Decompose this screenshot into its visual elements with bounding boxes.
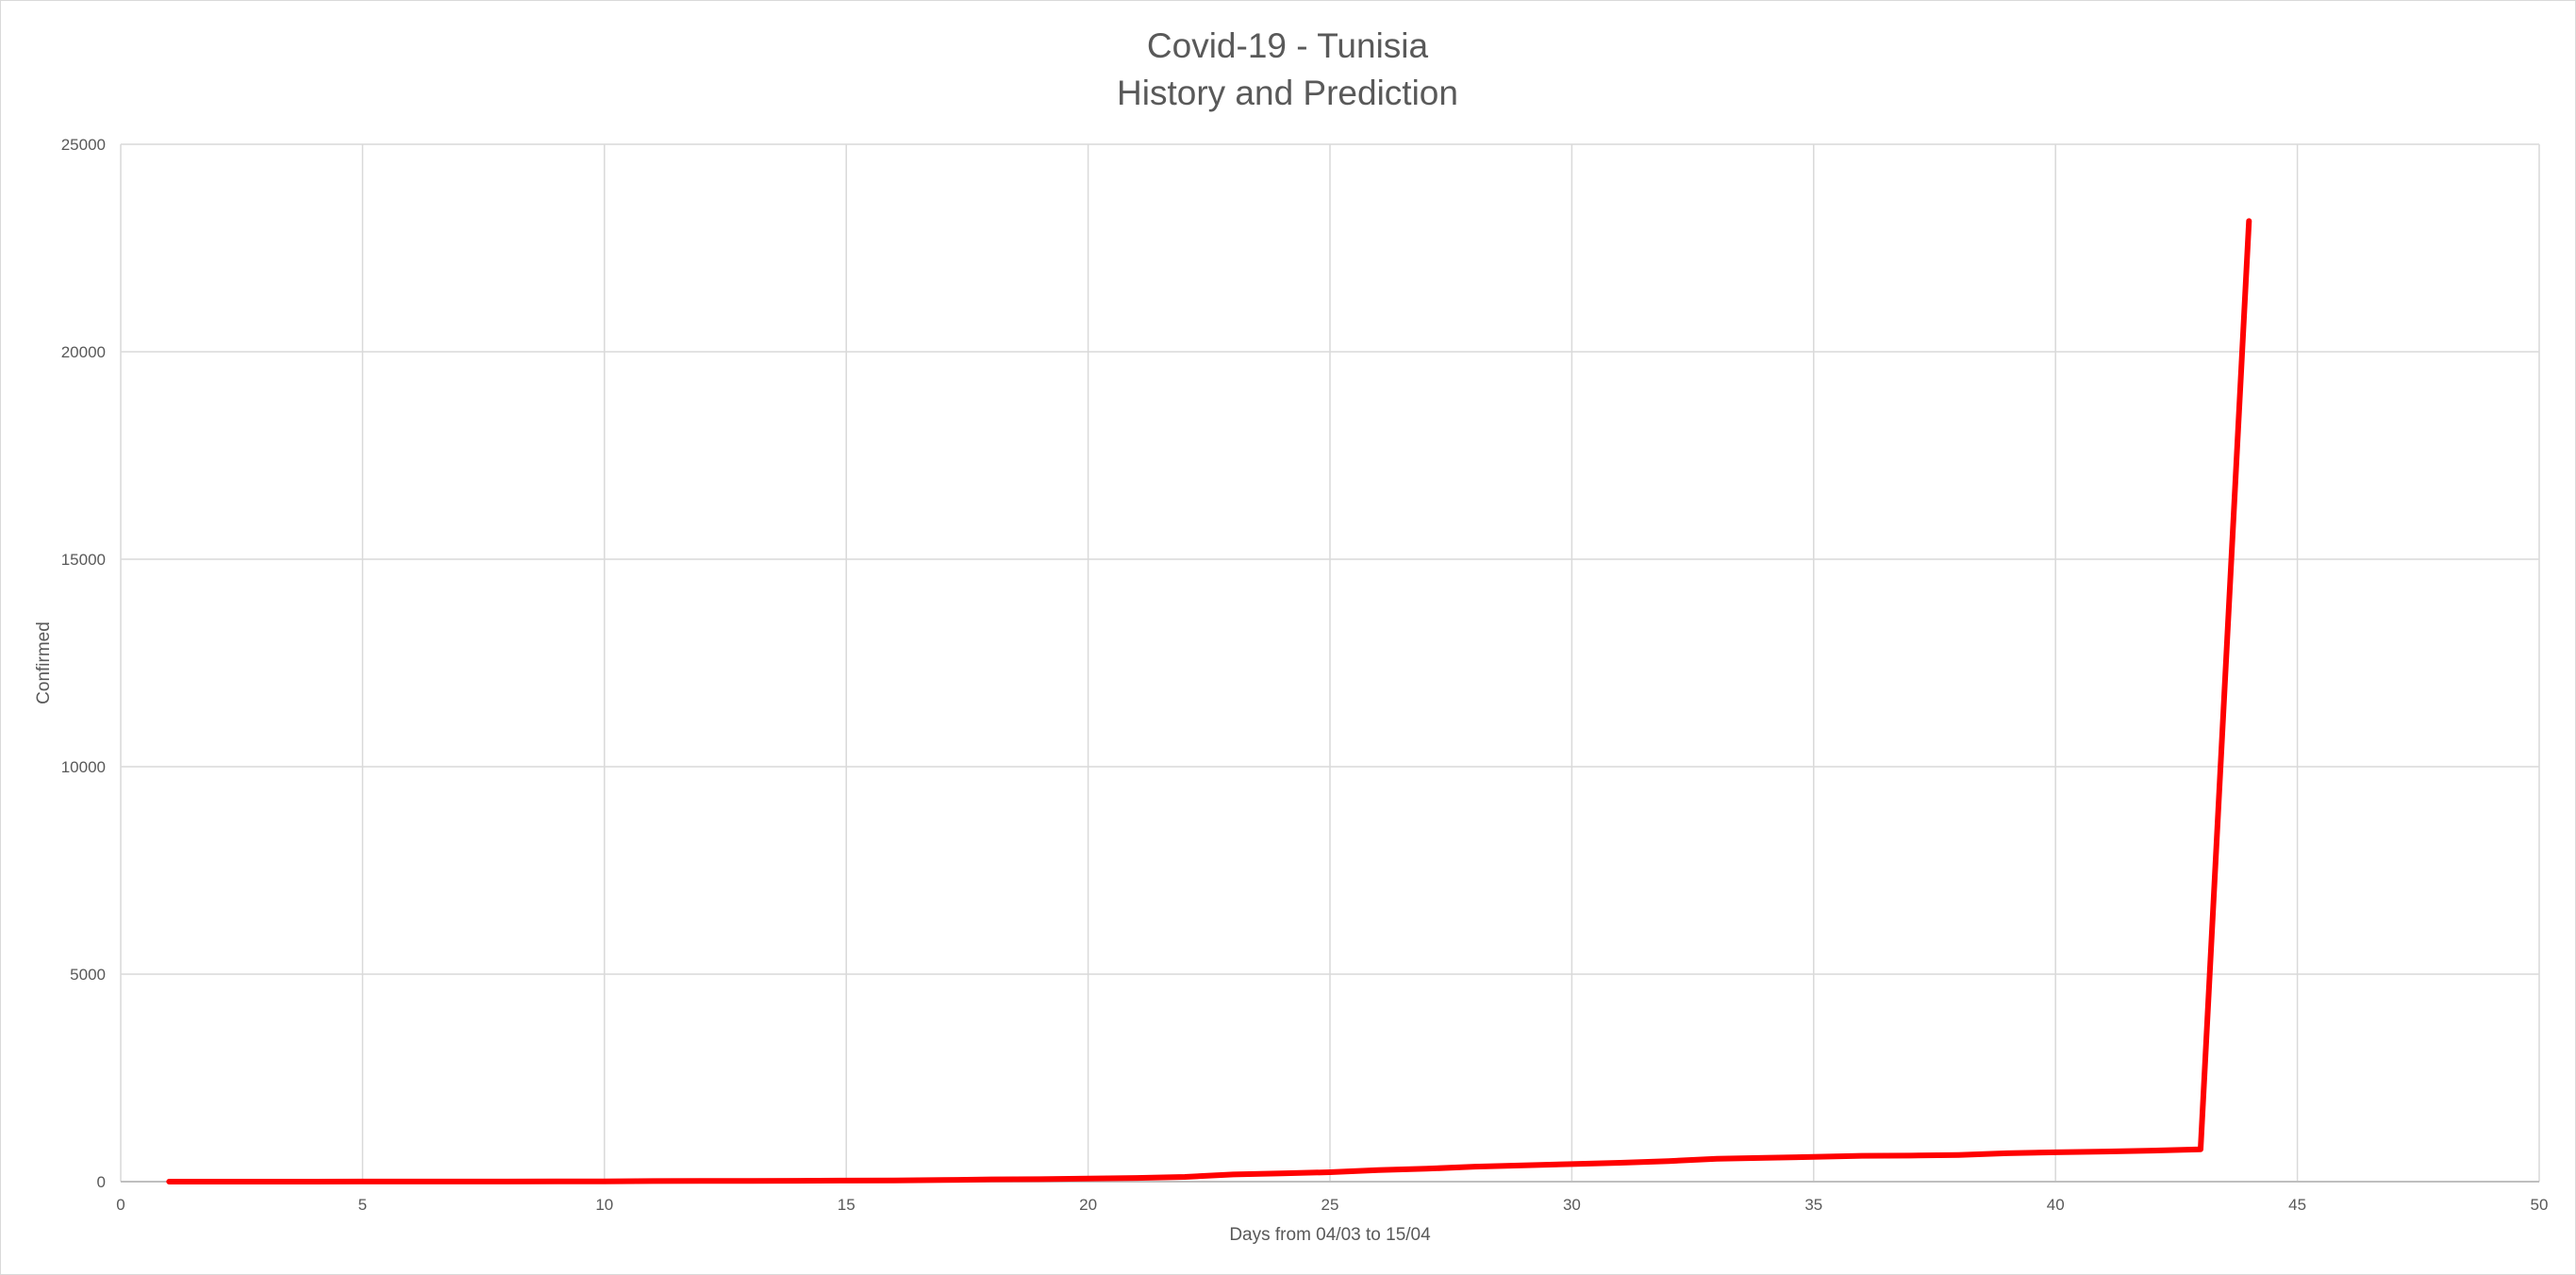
chart-title: Covid-19 - Tunisia [1147, 26, 1429, 65]
gridlines [121, 143, 2540, 1182]
x-tick-label: 25 [1321, 1196, 1339, 1214]
series-lines [166, 218, 2252, 1184]
x-tick-label: 0 [116, 1196, 125, 1214]
y-tick-label: 25000 [61, 136, 106, 154]
x-axis-label: Days from 04/03 to 15/04 [1229, 1225, 1431, 1245]
x-tick-label: 50 [2531, 1196, 2549, 1214]
x-tick-label: 30 [1563, 1196, 1581, 1214]
x-tick-label: 45 [2288, 1196, 2306, 1214]
x-tick-label: 20 [1079, 1196, 1097, 1214]
series-line-0 [166, 218, 2252, 1184]
y-tick-label: 5000 [70, 966, 106, 984]
x-tick-label: 10 [595, 1196, 613, 1214]
x-tick-label: 40 [2047, 1196, 2065, 1214]
tick-labels: 0 5 10 15 20 25 30 35 40 45 50 0 5000 10000 15000 20000… [61, 136, 2549, 1214]
chart-subtitle: History and Prediction [1117, 74, 1458, 112]
y-tick-label: 0 [97, 1173, 106, 1191]
x-tick-label: 5 [358, 1196, 367, 1214]
x-tick-label: 15 [838, 1196, 856, 1214]
x-tick-label: 35 [1804, 1196, 1822, 1214]
y-tick-label: 20000 [61, 343, 106, 361]
y-tick-label: 10000 [61, 758, 106, 776]
y-tick-label: 15000 [61, 551, 106, 569]
y-axis-label: Confirmed [34, 621, 54, 704]
